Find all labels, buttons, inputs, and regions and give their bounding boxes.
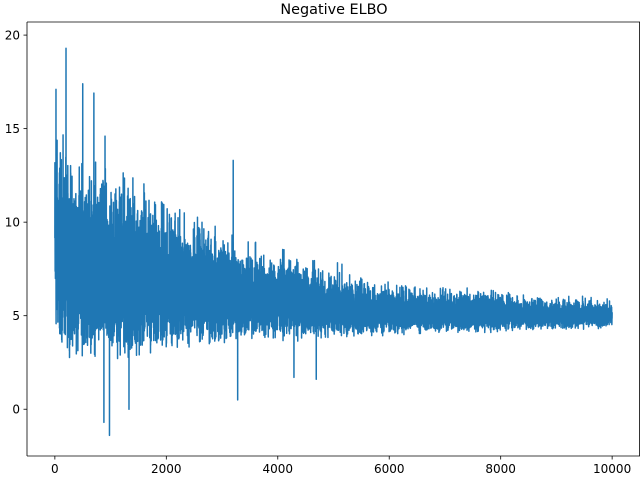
y-tick-label: 15 [5,122,20,136]
x-tick-label: 4000 [262,462,293,476]
y-tick-label: 0 [12,402,20,416]
y-tick-label: 10 [5,215,20,229]
series-line-0 [54,47,613,437]
chart-title: Negative ELBO [280,2,387,18]
x-tick-label: 2000 [151,462,182,476]
series-layer [54,47,613,437]
x-tick-label: 10000 [593,462,631,476]
x-tick-label: 0 [51,462,59,476]
x-tick-label: 6000 [374,462,405,476]
y-tick-label: 5 [12,309,20,323]
y-tick-label: 20 [5,28,20,42]
x-tick-label: 8000 [485,462,516,476]
